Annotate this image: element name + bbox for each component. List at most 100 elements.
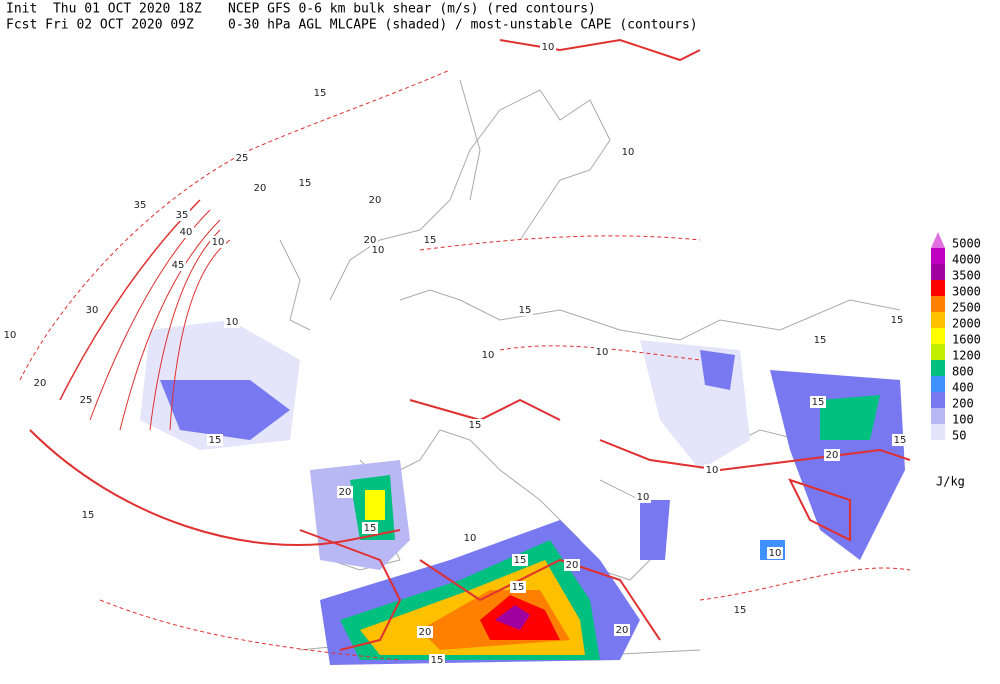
- contour-label: 15: [519, 305, 532, 316]
- contour-label-box: [767, 547, 783, 559]
- legend-swatch: [931, 392, 945, 408]
- contour-label: 35: [134, 200, 147, 211]
- contour-label-box: [362, 522, 378, 534]
- contour-label: 10: [464, 533, 477, 544]
- contour-label-box: [174, 209, 190, 221]
- contour-label: 25: [236, 153, 249, 164]
- legend-swatch: [931, 232, 945, 248]
- contour-label: 10: [372, 245, 385, 256]
- contour-label-box: [892, 434, 908, 446]
- contour-label-box: [812, 334, 828, 346]
- contour-label-box: [614, 624, 630, 636]
- contour-label: 15: [812, 397, 825, 408]
- contour-label-box: [234, 152, 250, 164]
- contour-label-box: [462, 532, 478, 544]
- contour-label-box: [480, 349, 496, 361]
- legend-label: 1200: [952, 349, 981, 363]
- legend-label: 4000: [952, 253, 981, 267]
- contour-label-box: [337, 486, 353, 498]
- contour-label-box: [367, 194, 383, 206]
- contour-label: 15: [314, 88, 327, 99]
- contour-label-box: [32, 377, 48, 389]
- contour-label: 15: [894, 435, 907, 446]
- contour-label-box: [207, 434, 223, 446]
- contour-label-box: [297, 177, 313, 189]
- title-line-1: NCEP GFS 0-6 km bulk shear (m/s) (red co…: [228, 2, 596, 17]
- contour-label: 15: [734, 605, 747, 616]
- contour-label-box: [84, 304, 100, 316]
- contour-label: 10: [212, 237, 225, 248]
- contour-label-box: [540, 41, 556, 53]
- legend-swatch: [931, 408, 945, 424]
- contour-label-box: [80, 509, 96, 521]
- legend-label: 400: [952, 381, 974, 395]
- contour-label: 10: [706, 465, 719, 476]
- contour-label: 15: [364, 523, 377, 534]
- init-time: Init Thu 01 OCT 2020 18Z: [6, 2, 202, 17]
- contour-label-box: [635, 491, 651, 503]
- contour-label: 20: [364, 235, 377, 246]
- contour-label: 30: [86, 305, 99, 316]
- contour-label-box: [512, 554, 528, 566]
- legend-label: 3500: [952, 269, 981, 283]
- legend-swatch: [931, 344, 945, 360]
- legend-label: 5000: [952, 237, 981, 251]
- contour-label: 10: [542, 42, 555, 53]
- contour-label: 20: [34, 378, 47, 389]
- legend-swatch: [931, 376, 945, 392]
- contour-label-box: [312, 87, 328, 99]
- legend-label: 3000: [952, 285, 981, 299]
- legend-swatch: [931, 264, 945, 280]
- contour-label: 10: [637, 492, 650, 503]
- contour-label: 45: [172, 260, 185, 271]
- contour-label: 20: [339, 487, 352, 498]
- legend-label: 2500: [952, 301, 981, 315]
- legend-swatch: [931, 360, 945, 376]
- contour-label-box: [889, 314, 905, 326]
- contour-label: 10: [226, 317, 239, 328]
- contour-label: 20: [616, 625, 629, 636]
- contour-label-box: [252, 182, 268, 194]
- contour-label: 10: [622, 147, 635, 158]
- contour-label: 15: [469, 420, 482, 431]
- contour-label: 20: [419, 627, 432, 638]
- legend-swatch: [931, 424, 945, 440]
- contour-label: 15: [512, 582, 525, 593]
- contour-label: 10: [596, 347, 609, 358]
- contour-label-box: [2, 329, 18, 341]
- contour-label-box: [78, 394, 94, 406]
- contour-label: 20: [566, 560, 579, 571]
- contour-label-box: [178, 226, 194, 238]
- contour-label: 15: [209, 435, 222, 446]
- contour-label: 25: [80, 395, 93, 406]
- contour-label-box: [417, 626, 433, 638]
- contour-label-box: [170, 259, 186, 271]
- contour-label-box: [132, 199, 148, 211]
- legend-label: 2000: [952, 317, 981, 331]
- legend-swatch: [931, 312, 945, 328]
- legend-label: 1600: [952, 333, 981, 347]
- contour-label-box: [594, 346, 610, 358]
- contour-label: 10: [482, 350, 495, 361]
- legend-label: 200: [952, 397, 974, 411]
- contour-label: 15: [514, 555, 527, 566]
- contour-label-box: [824, 449, 840, 461]
- contour-label-box: [564, 559, 580, 571]
- legend-swatch: [931, 248, 945, 264]
- contour-label: 15: [424, 235, 437, 246]
- legend-swatch: [931, 296, 945, 312]
- legend-unit: J/kg: [936, 475, 965, 489]
- contour-label: 15: [431, 655, 444, 666]
- legend-label: 100: [952, 413, 974, 427]
- contour-label-box: [810, 396, 826, 408]
- contour-label: 10: [769, 548, 782, 559]
- contour-label-box: [362, 234, 378, 246]
- contour-label-box: [429, 654, 445, 666]
- contour-label: 20: [369, 195, 382, 206]
- legend-swatch: [931, 328, 945, 344]
- contour-label: 35: [176, 210, 189, 221]
- contour-label-box: [704, 464, 720, 476]
- contour-label-box: [422, 234, 438, 246]
- contour-label-box: [517, 304, 533, 316]
